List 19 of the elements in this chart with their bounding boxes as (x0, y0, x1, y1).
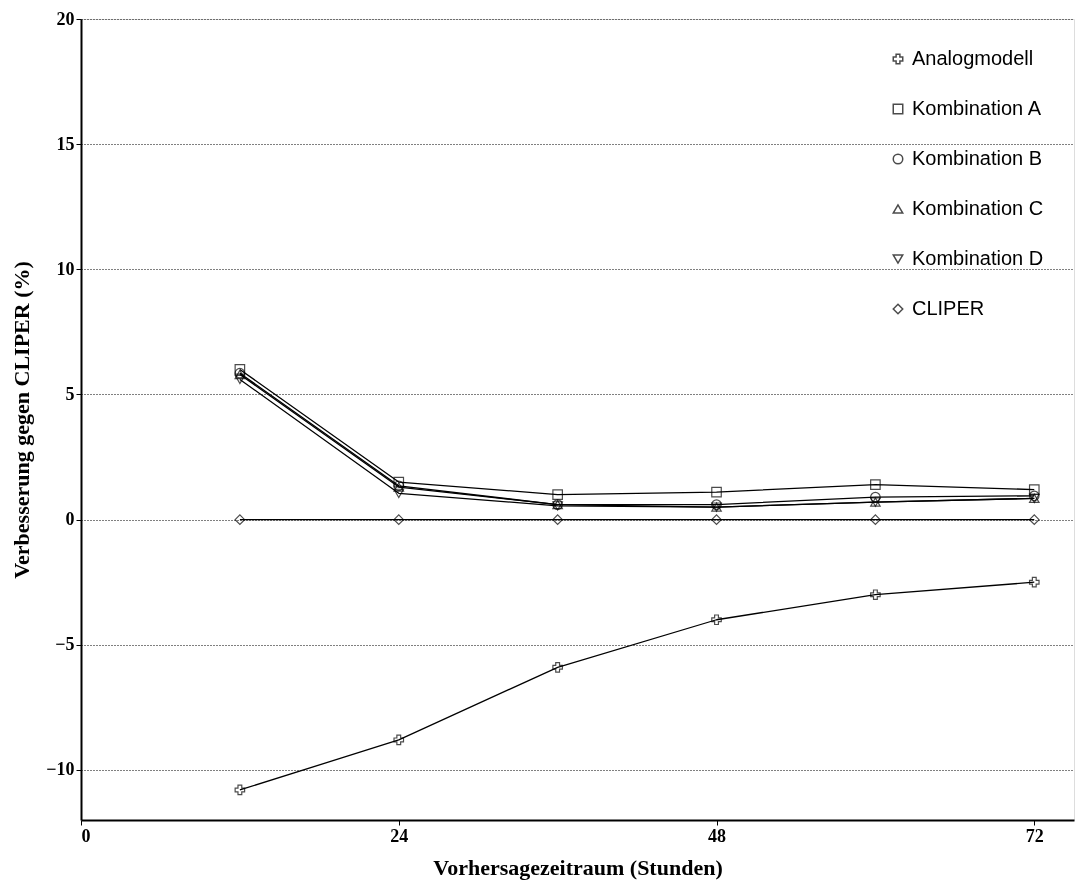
y-axis-title: Verbesserung gegen CLIPER (%) (9, 261, 35, 579)
y-tick-label: −5 (55, 634, 75, 655)
legend-label: Kombination C (912, 197, 1044, 219)
legend-label: CLIPER (912, 297, 985, 319)
y-tick-label: 20 (56, 8, 75, 29)
y-tick-label: −10 (46, 759, 75, 780)
y-tick-label: 0 (65, 509, 75, 530)
legend-label: Analogmodell (912, 47, 1034, 69)
x-axis-title: Vorhersagezeitraum (Stunden) (433, 854, 723, 880)
y-tick-label: 5 (65, 383, 75, 404)
legend-label: Kombination B (912, 147, 1043, 169)
x-tick-label: 0 (81, 825, 91, 846)
legend-label: Kombination D (912, 247, 1044, 269)
y-tick-label: 15 (56, 133, 75, 154)
x-tick-label: 24 (390, 825, 409, 846)
y-tick-label: 10 (56, 258, 75, 279)
legend-label: Kombination A (912, 97, 1042, 119)
x-tick-label: 72 (1025, 825, 1044, 846)
x-tick-label: 48 (708, 825, 727, 846)
